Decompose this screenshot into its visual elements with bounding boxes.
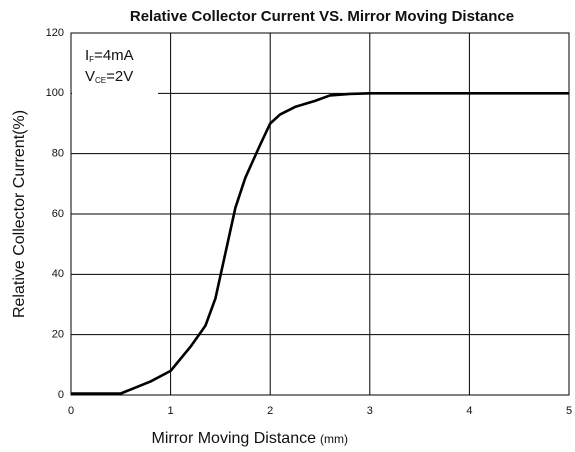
- x-axis-label: Mirror Moving Distance: [152, 430, 317, 447]
- x-tick-label: 4: [466, 405, 472, 417]
- data-line: [71, 92, 569, 395]
- y-tick-label: 0: [58, 389, 64, 401]
- y-tick-label: 100: [46, 87, 64, 99]
- y-tick-label: 40: [52, 268, 64, 280]
- annotation-sub: CE: [95, 76, 106, 85]
- annotation-main: V: [85, 68, 95, 85]
- x-tick-label: 3: [367, 405, 373, 417]
- y-axis-label: Relative Collector Current(%): [11, 110, 28, 318]
- x-tick-label: 0: [68, 405, 74, 417]
- y-tick-label: 20: [52, 329, 64, 341]
- annotation: VCE=2V: [85, 68, 133, 85]
- x-tick-label: 5: [566, 405, 572, 417]
- annotation-rest: =4mA: [94, 47, 134, 64]
- annotation-rest: =2V: [106, 68, 133, 85]
- annotation: IF=4mA: [85, 47, 134, 64]
- y-tick-label: 60: [52, 208, 64, 220]
- y-tick-label: 120: [46, 27, 64, 39]
- annotation-background: [72, 34, 158, 94]
- x-tick-label: 2: [267, 405, 273, 417]
- annotation-sub: F: [89, 55, 94, 64]
- x-tick-label: 1: [168, 405, 174, 417]
- chart-title: Relative Collector Current VS. Mirror Mo…: [130, 8, 514, 25]
- plot-frame: [70, 32, 570, 396]
- annotation-main: I: [85, 47, 89, 64]
- x-axis-unit: (mm): [320, 432, 348, 446]
- y-tick-label: 80: [52, 148, 64, 160]
